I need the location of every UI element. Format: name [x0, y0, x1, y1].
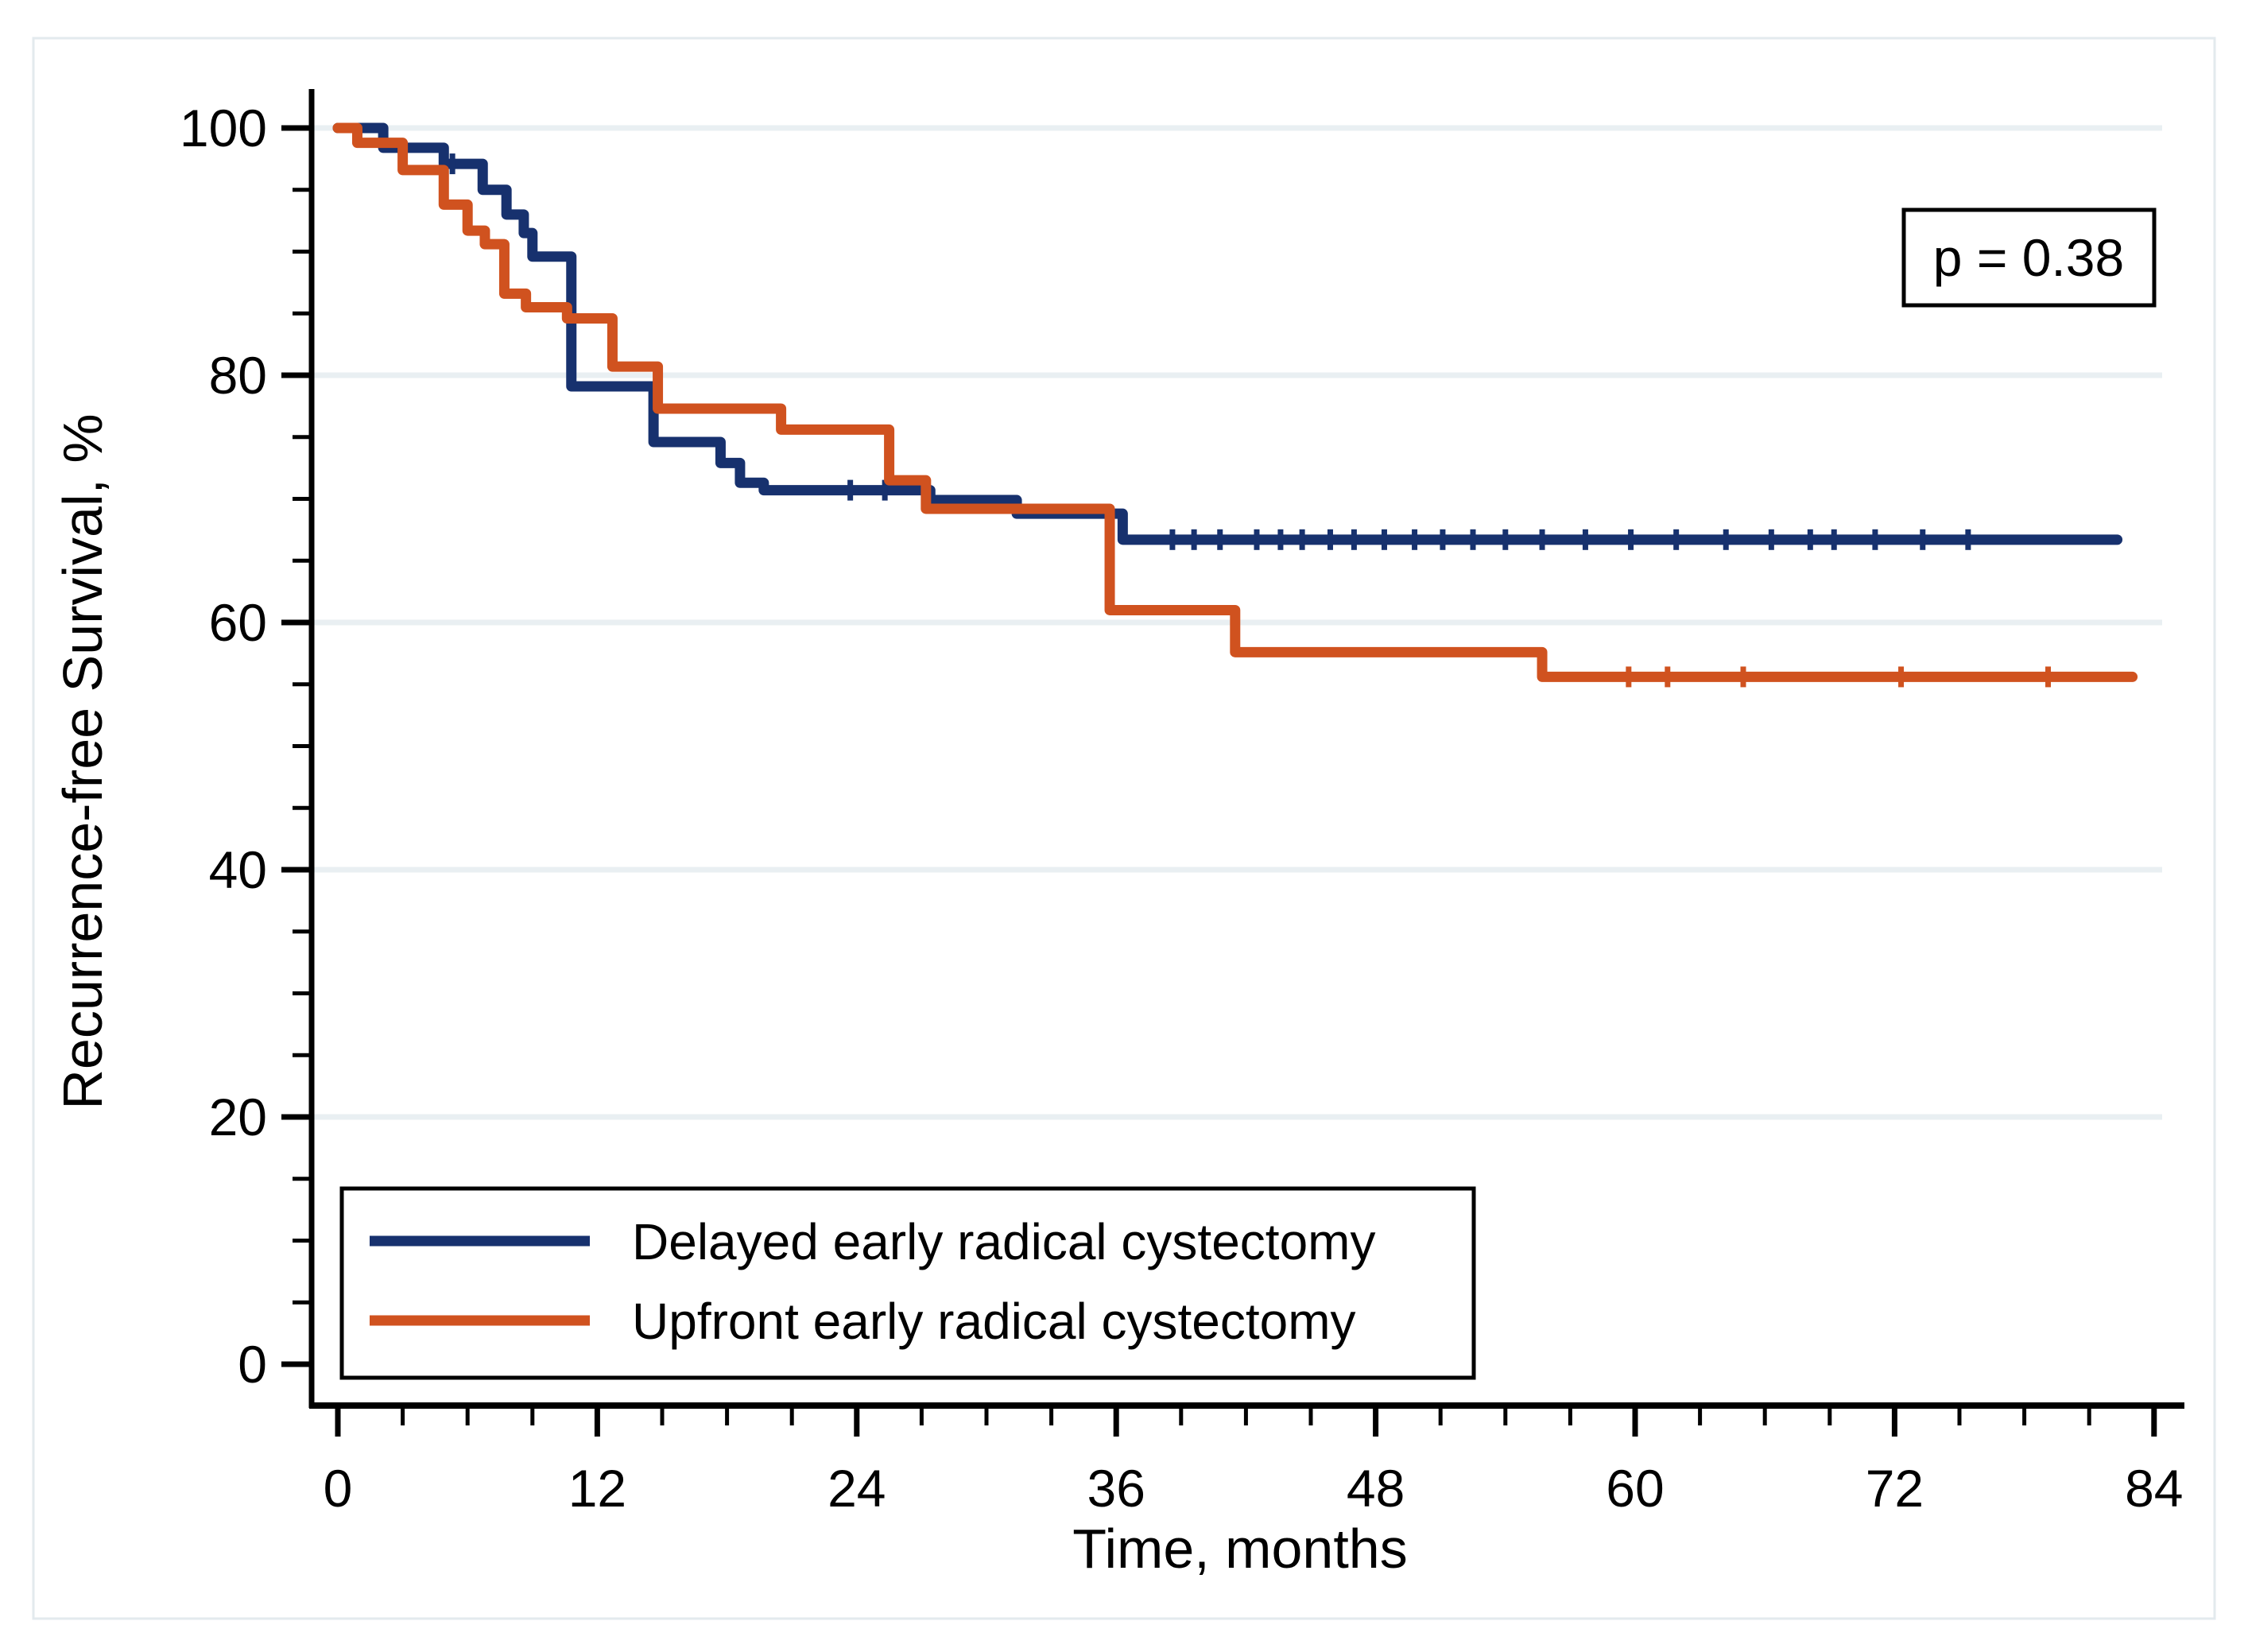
legend: Delayed early radical cystectomy Upfront… [339, 1186, 1476, 1380]
legend-label-delayed: Delayed early radical cystectomy [632, 1213, 1375, 1270]
y-tick-label-100: 100 [180, 99, 267, 157]
series-delayed [332, 122, 2123, 550]
axis-ticks [281, 125, 2157, 1437]
x-tick-label-36: 36 [1087, 1459, 1145, 1518]
km-curve [332, 122, 2123, 545]
legend-label-upfront: Upfront early radical cystectomy [632, 1293, 1356, 1350]
p-value-box-frame [1901, 207, 2157, 308]
figure-border [32, 37, 2216, 1620]
legend-frame [339, 1186, 1476, 1380]
km-curve [332, 122, 2138, 682]
y-axis-title: Recurrence-free Survival, % [52, 413, 114, 1109]
x-tick-label-72: 72 [1866, 1459, 1924, 1518]
p-value-text: p = 0.38 [1933, 228, 2124, 287]
x-tick-label-84: 84 [2125, 1459, 2183, 1518]
survival-curves [332, 122, 2138, 688]
y-tick-label-40: 40 [209, 840, 267, 899]
series-upfront [332, 122, 2138, 688]
x-tick-label-12: 12 [568, 1459, 626, 1518]
tick-labels: 0 20 40 60 80 100 0 12 24 36 48 60 72 84 [180, 99, 2184, 1518]
y-tick-label-60: 60 [209, 593, 267, 652]
y-tick-label-20: 20 [209, 1088, 267, 1146]
y-tick-label-80: 80 [209, 346, 267, 405]
p-value-box: p = 0.38 [1901, 207, 2157, 308]
x-tick-label-48: 48 [1347, 1459, 1405, 1518]
x-tick-label-24: 24 [827, 1459, 886, 1518]
x-tick-label-0: 0 [324, 1459, 353, 1518]
x-axis-title: Time, months [1072, 1518, 1407, 1580]
x-tick-label-60: 60 [1606, 1459, 1664, 1518]
y-tick-label-0: 0 [238, 1335, 267, 1394]
